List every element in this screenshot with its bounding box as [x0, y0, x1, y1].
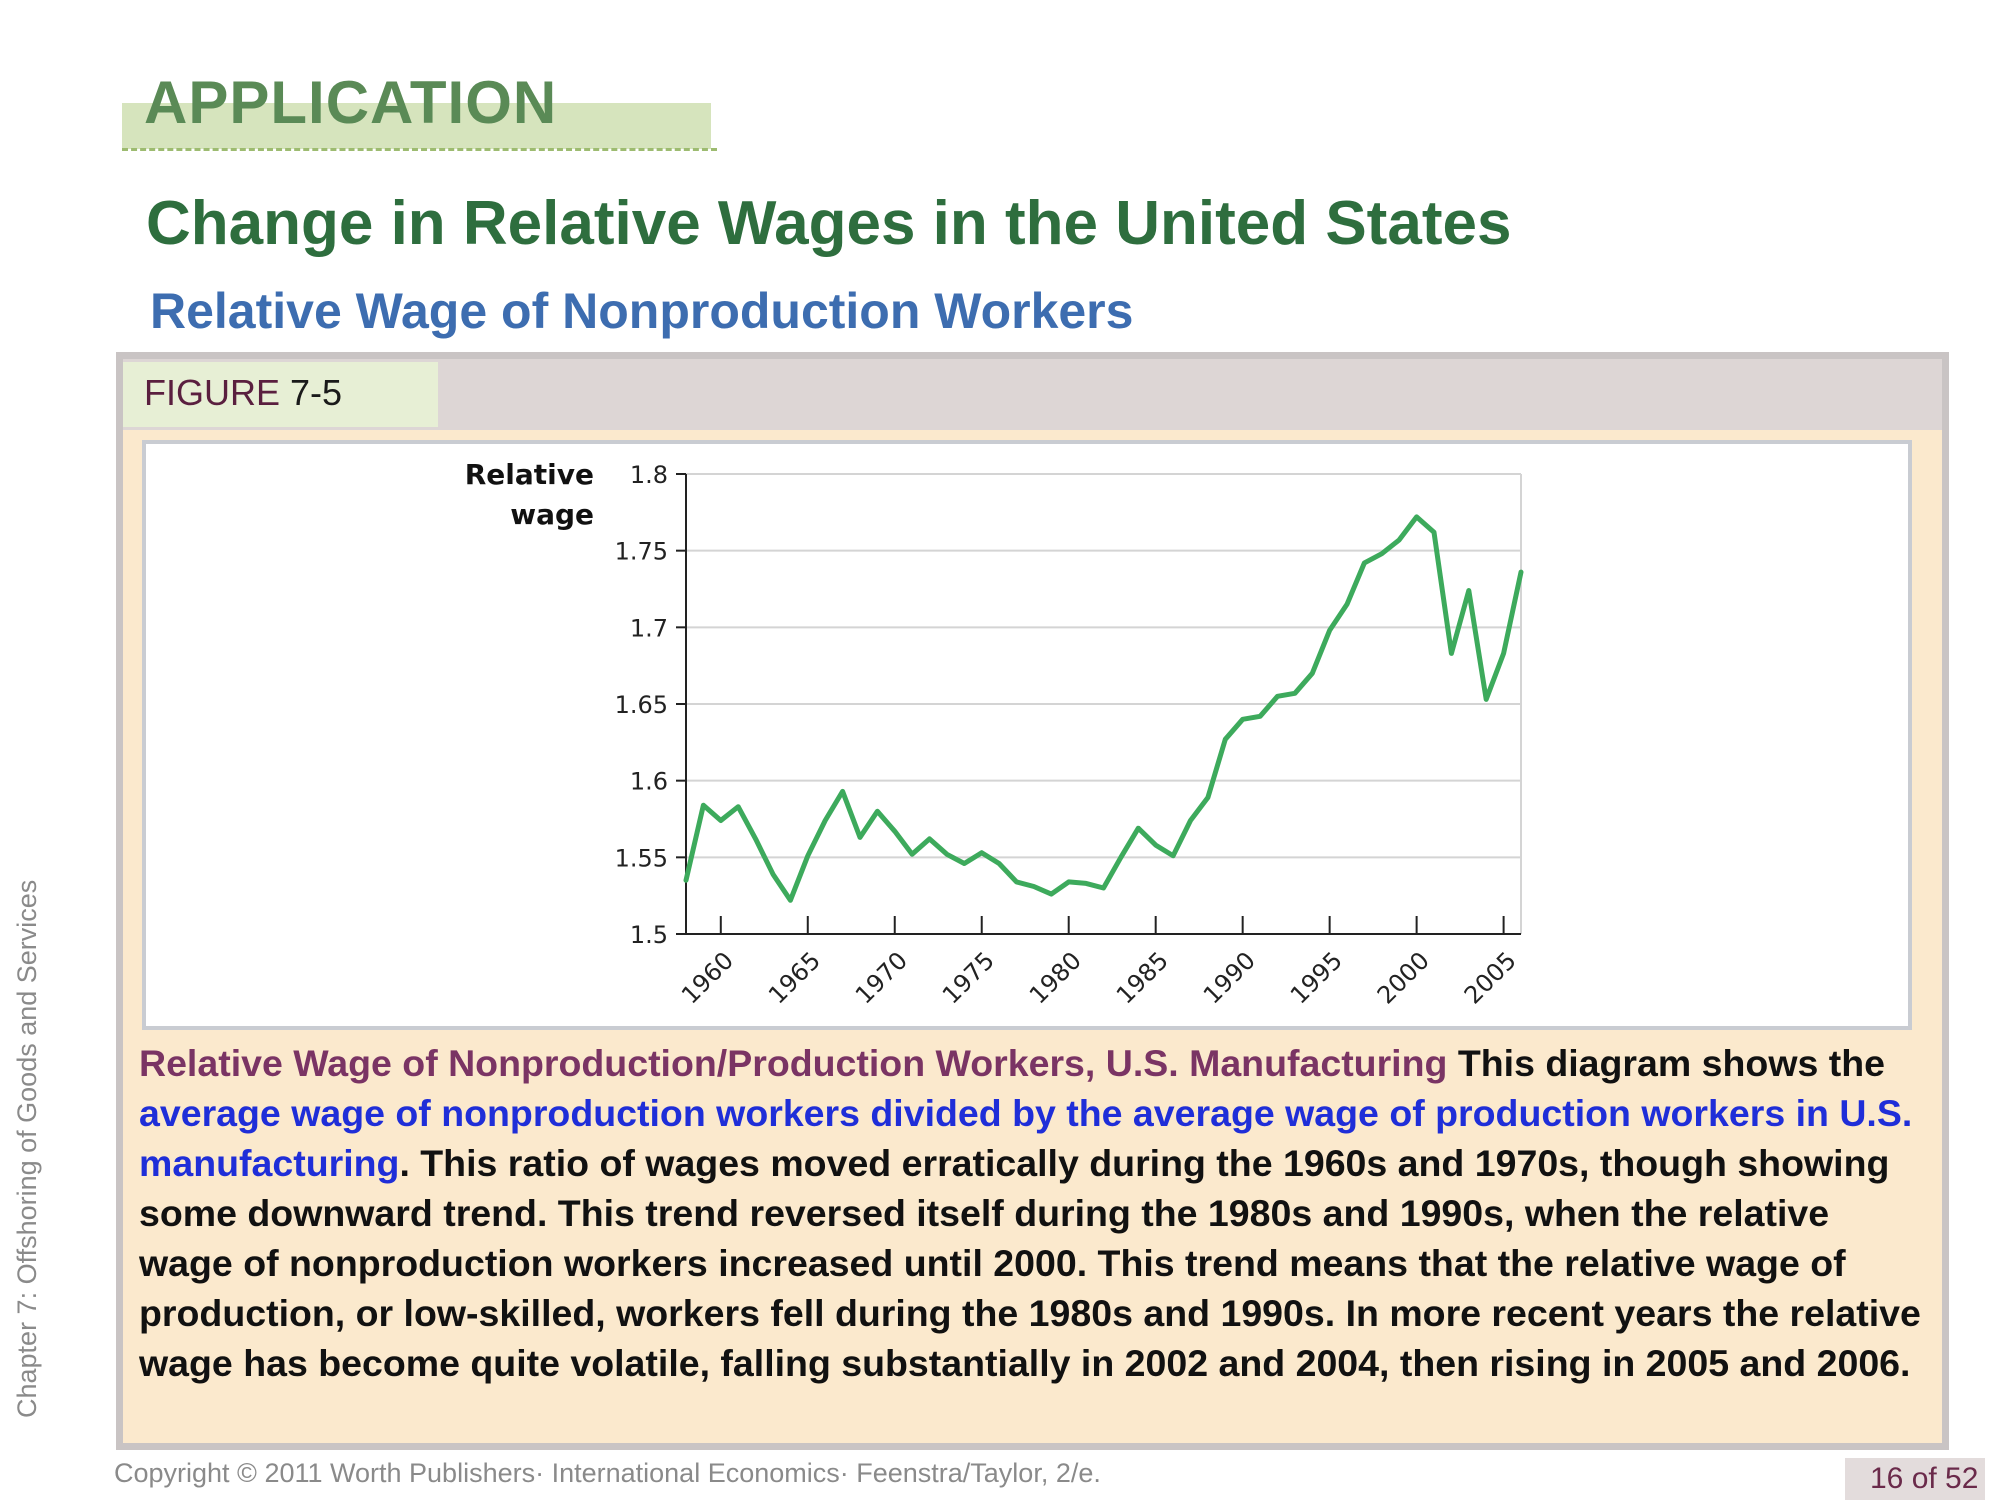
- x-tick-label: 1980: [1024, 946, 1087, 1009]
- x-tick-label: 2000: [1372, 946, 1435, 1009]
- caption-part1: This diagram shows the: [1447, 1042, 1886, 1084]
- x-tick-label: 1975: [937, 946, 1000, 1009]
- chapter-side-label: Chapter 7: Offshoring of Goods and Servi…: [12, 879, 42, 1418]
- y-tick-label: 1.5: [630, 921, 668, 949]
- figure-number: 7-5: [290, 372, 343, 413]
- figure-label-box: [123, 362, 438, 427]
- section-label-band: [122, 103, 711, 149]
- slide-title: Change in Relative Wages in the United S…: [146, 189, 1512, 258]
- y-tick-label: 1.75: [615, 538, 668, 566]
- x-tick-label: 1970: [850, 946, 913, 1009]
- figure-label: FIGURE 7-5: [144, 372, 342, 414]
- page-number-badge: [1845, 1458, 1985, 1500]
- figure-word: FIGURE: [144, 372, 281, 413]
- y-tick-label: 1.55: [615, 844, 668, 872]
- series-layer: [683, 514, 1524, 903]
- x-tick-label: 1985: [1111, 946, 1174, 1009]
- page-number: 16 of 52: [1870, 1462, 1979, 1495]
- x-tick-label: 1965: [763, 946, 826, 1009]
- axis-layer: 1.5 1.55 1.6 1.65 1.7 1.75 1.8 1960 1965 1970 1975…: [615, 461, 1522, 1009]
- y-tick-label: 1.7: [630, 614, 668, 642]
- chart-panel: 1.5 1.55 1.6 1.65 1.7 1.75 1.8 1960 1965 1970 1975…: [142, 440, 1912, 1030]
- y-axis-label-line2: wage: [510, 498, 594, 531]
- y-tick-label: 1.8: [630, 461, 668, 489]
- copyright-footer: Copyright © 2011 Worth Publishers· Inter…: [114, 1458, 1101, 1488]
- y-tick-label: 1.65: [615, 691, 668, 719]
- figure-caption: Relative Wage of Nonproduction/Productio…: [139, 1038, 1921, 1388]
- grid-layer: [686, 473, 1522, 934]
- section-label: APPLICATION: [144, 69, 558, 136]
- slide-subtitle: Relative Wage of Nonproduction Workers: [150, 283, 1134, 339]
- x-tick-label: 2005: [1459, 946, 1522, 1009]
- y-axis-label-line1: Relative: [465, 458, 594, 491]
- caption-lead: Relative Wage of Nonproduction/Productio…: [139, 1042, 1448, 1084]
- section-label-underline: [122, 148, 717, 151]
- x-tick-label: 1960: [676, 946, 739, 1009]
- relative-wage-chart: 1.5 1.55 1.6 1.65 1.7 1.75 1.8 1960 1965 1970 1975…: [465, 458, 1524, 1009]
- x-tick-label: 1990: [1198, 946, 1261, 1009]
- caption-part2: . This ratio of wages moved erratically …: [139, 1142, 1921, 1384]
- caption-highlight: average wage of nonproduction workers di…: [139, 1092, 1913, 1184]
- series-line-0: [683, 514, 1524, 903]
- x-tick-label: 1995: [1285, 946, 1348, 1009]
- y-tick-label: 1.6: [630, 768, 668, 796]
